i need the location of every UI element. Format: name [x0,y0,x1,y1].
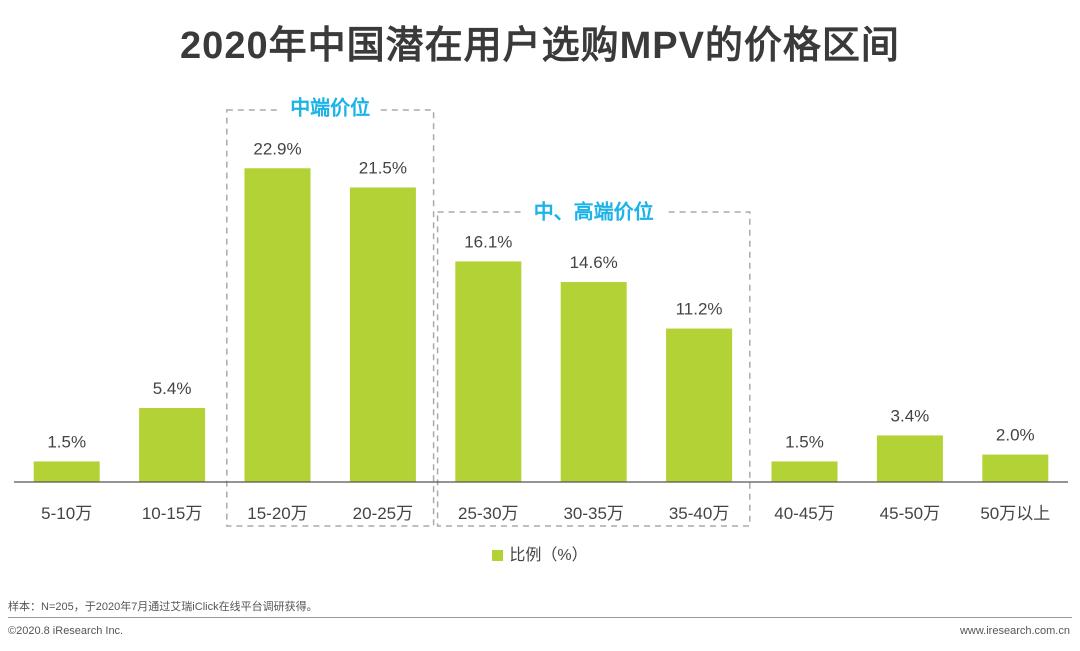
bar [33,461,100,482]
bar [455,261,522,482]
legend: 比例（%） [0,541,1080,565]
bar-value-label: 1.5% [785,432,824,451]
price-group-label: 中、高端价位 [534,199,654,223]
bar [982,454,1049,482]
bar [244,168,311,482]
sample-note: 样本：N=205，于2020年7月通过艾瑞iClick在线平台调研获得。 [8,601,318,613]
price-group-label-bg [280,94,381,124]
chart-title: 2020年中国潜在用户选购MPV的价格区间 [180,25,900,67]
price-group-label-bg [522,196,665,226]
copyright: ©2020.8 iResearch Inc. [8,625,124,637]
website-link[interactable]: www.iresearch.com.cn [959,625,1070,637]
bar-value-label: 1.5% [47,432,86,451]
x-tick-label: 20-25万 [353,504,413,523]
bar [139,408,206,482]
footer-divider [8,617,1072,618]
x-tick-label: 25-30万 [458,504,518,523]
bar-value-label: 5.4% [153,379,192,398]
price-group-label: 中端价位 [290,95,370,119]
bar [349,187,416,482]
bar-value-label: 14.6% [570,253,618,272]
bar-value-label: 21.5% [359,158,407,177]
bar [666,328,733,482]
x-tick-label: 50万以上 [980,504,1050,523]
x-tick-label: 10-15万 [142,504,202,523]
x-tick-label: 30-35万 [563,504,623,523]
bar [771,461,838,482]
bar-value-label: 2.0% [996,426,1035,445]
bar [560,281,627,482]
x-tick-label: 5-10万 [41,504,92,523]
x-tick-label: 40-45万 [774,504,834,523]
bar-value-label: 11.2% [676,300,723,319]
bar [876,435,943,482]
bar-value-label: 16.1% [464,232,512,251]
bar-value-label: 22.9% [253,139,301,158]
legend-swatch [492,550,504,561]
x-tick-label: 45-50万 [880,504,940,523]
bar-value-label: 3.4% [891,406,930,425]
x-tick-label: 15-20万 [247,504,307,523]
legend-label: 比例（%） [509,547,588,564]
x-tick-label: 35-40万 [669,504,729,523]
